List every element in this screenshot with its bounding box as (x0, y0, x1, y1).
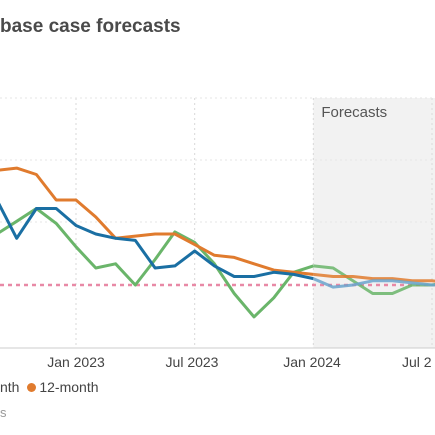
series-1-forecast (312, 277, 435, 289)
legend-dot-orange (27, 383, 37, 392)
series-2-forecast (313, 272, 435, 283)
x-tick-label-3: Jan 2024 (283, 354, 341, 370)
legend: nth 12-month (0, 379, 99, 395)
gridlines (0, 97, 435, 349)
legend-item-1-label: nth (0, 379, 20, 395)
source-note: s (0, 405, 7, 420)
series-layer (0, 166, 435, 319)
x-axis-ticks: Jan 2023 Jul 2023 Jan 2024 Jul 2 (47, 354, 432, 370)
series-1-line (0, 202, 314, 281)
forecast-label: Forecasts (321, 104, 387, 121)
legend-item-1: nth (0, 379, 23, 395)
x-tick-label-4: Jul 2 (402, 354, 432, 370)
x-tick-label-1: Jan 2023 (47, 354, 105, 370)
legend-item-2: 12-month (27, 379, 99, 395)
series-3-line (0, 207, 314, 319)
x-tick-label-2: Jul 2023 (166, 354, 219, 370)
legend-item-2-label: 12-month (39, 379, 99, 395)
chart-title: base case forecasts (0, 16, 181, 37)
forecast-region (313, 98, 435, 348)
series-2-line (0, 166, 314, 276)
